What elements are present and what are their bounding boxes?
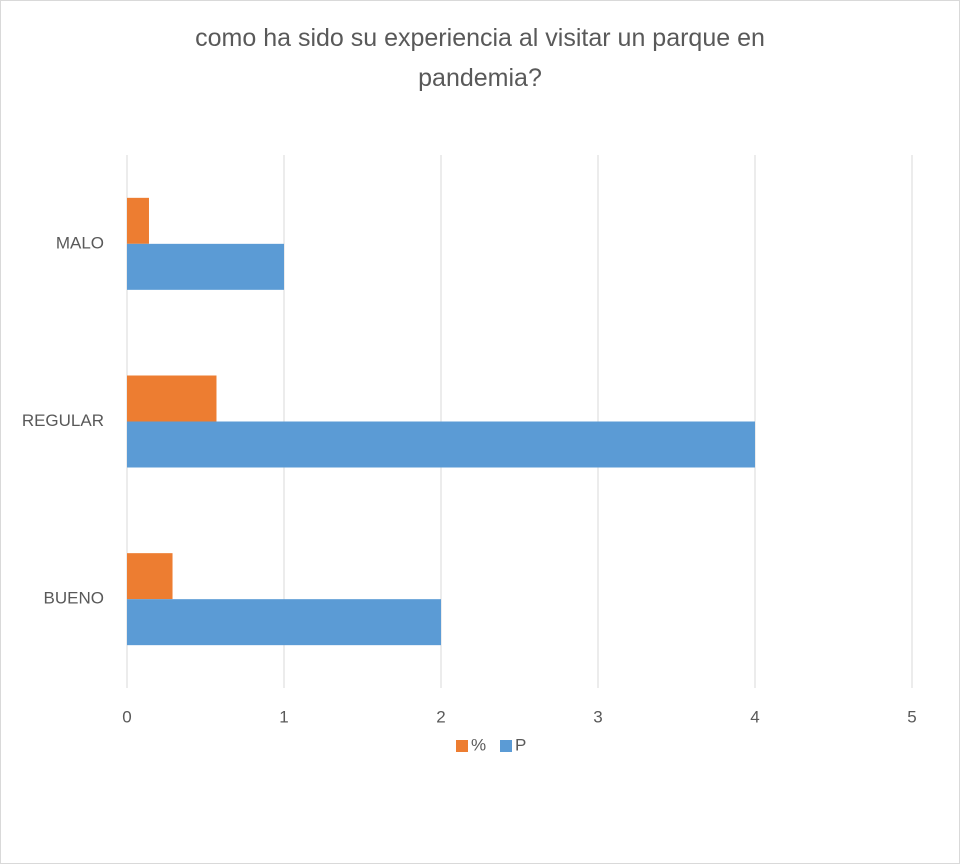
x-tick-label: 2 bbox=[436, 707, 445, 726]
bar bbox=[127, 599, 441, 646]
bar bbox=[127, 243, 284, 290]
chart-title: como ha sido su experiencia al visitar u… bbox=[195, 24, 765, 92]
y-tick-label: REGULAR bbox=[22, 411, 104, 430]
legend-swatch bbox=[456, 740, 468, 752]
x-tick-label: 1 bbox=[279, 707, 288, 726]
legend-swatch bbox=[500, 740, 512, 752]
x-tick-label: 3 bbox=[593, 707, 602, 726]
bar bbox=[127, 197, 149, 244]
legend-label: % bbox=[471, 735, 486, 754]
x-tick-label: 5 bbox=[907, 707, 916, 726]
x-tick-label: 0 bbox=[122, 707, 131, 726]
y-tick-label: MALO bbox=[56, 233, 104, 252]
bar bbox=[127, 375, 217, 422]
bar bbox=[127, 421, 755, 468]
bar bbox=[127, 553, 173, 600]
legend-label: P bbox=[515, 735, 526, 754]
y-tick-label: BUENO bbox=[44, 589, 104, 608]
x-tick-label: 4 bbox=[750, 707, 759, 726]
